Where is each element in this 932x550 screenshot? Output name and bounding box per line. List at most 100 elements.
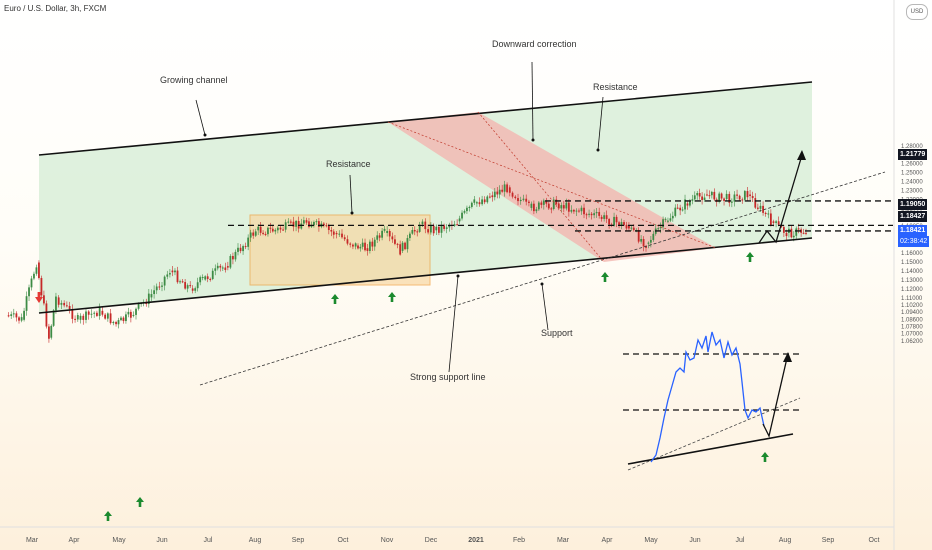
candle	[262, 232, 264, 234]
candle	[38, 262, 40, 279]
candle	[483, 199, 486, 203]
candle	[179, 281, 181, 283]
candle	[797, 228, 800, 230]
candle	[671, 215, 674, 219]
candle	[186, 285, 189, 289]
x-tick-label: May	[644, 537, 658, 544]
candle	[150, 294, 153, 298]
candle	[438, 226, 440, 233]
candle	[657, 228, 660, 230]
x-tick-label: Feb	[513, 537, 525, 544]
candle	[201, 277, 204, 279]
candle	[777, 221, 780, 225]
candle	[194, 288, 197, 291]
candle	[282, 229, 284, 231]
candle	[117, 320, 120, 325]
candle	[456, 224, 459, 226]
candle	[413, 230, 416, 232]
annotation-pointer-tip	[456, 274, 460, 278]
candle	[364, 242, 366, 251]
candle	[545, 200, 548, 204]
candle	[242, 246, 244, 252]
candle	[728, 193, 731, 203]
annotation-pointer-tip	[596, 148, 600, 152]
y-tick-label: 1.26000	[901, 162, 923, 168]
candle	[496, 191, 499, 195]
candle	[679, 207, 682, 211]
candle	[613, 216, 615, 226]
candle	[74, 318, 76, 320]
candle	[369, 241, 371, 251]
candle	[802, 232, 805, 234]
inset-projection-arrowhead	[783, 352, 792, 362]
candle	[713, 191, 716, 200]
candle	[79, 315, 82, 320]
candle	[401, 242, 404, 251]
y-tick-label: 1.08600	[901, 317, 923, 323]
candle	[693, 195, 696, 200]
candle	[511, 192, 514, 197]
candle	[147, 293, 150, 305]
candle	[696, 193, 699, 196]
candle	[357, 245, 359, 249]
candle	[514, 196, 517, 199]
candle	[287, 221, 290, 223]
candle	[335, 232, 338, 235]
candle	[65, 305, 68, 307]
candle	[300, 223, 303, 229]
candle	[189, 285, 192, 287]
candle	[214, 268, 217, 271]
x-tick-label: Sep	[292, 537, 305, 544]
candle	[585, 214, 588, 216]
candle	[112, 321, 115, 324]
candle	[733, 194, 736, 202]
candle	[769, 213, 772, 226]
candle	[590, 213, 593, 216]
growing-channel-label: Growing channel	[160, 75, 228, 85]
candle	[129, 311, 132, 318]
candle	[409, 233, 411, 239]
candle	[669, 218, 672, 221]
candle	[575, 210, 578, 212]
candle	[76, 315, 79, 320]
candle	[517, 198, 519, 202]
candle	[104, 314, 107, 319]
candle	[427, 229, 429, 233]
candle	[308, 221, 310, 227]
candle	[775, 221, 777, 223]
currency-button[interactable]: USD	[906, 4, 928, 20]
x-tick-label: Oct	[869, 537, 880, 544]
candle	[247, 237, 250, 247]
candle	[394, 239, 396, 244]
y-tick-label: 1.07000	[901, 332, 923, 338]
candle	[530, 203, 533, 208]
candle	[161, 285, 163, 287]
candle	[743, 191, 746, 200]
y-tick-label: 1.14000	[901, 269, 923, 275]
candle	[630, 227, 633, 229]
projection-arrowhead	[797, 150, 806, 160]
candle	[662, 219, 664, 228]
candle	[532, 203, 535, 212]
candle	[254, 231, 257, 236]
candle	[603, 215, 606, 219]
y-tick-label: 1.16000	[901, 251, 923, 257]
candle	[751, 195, 754, 199]
candle	[547, 203, 550, 209]
candle	[429, 225, 432, 233]
candle	[792, 235, 795, 238]
annotation-pointer	[531, 61, 534, 141]
y-tick-label: 1.12000	[901, 287, 923, 293]
candle	[226, 266, 229, 268]
candle	[28, 287, 30, 297]
candle	[232, 255, 234, 260]
candle	[184, 282, 187, 289]
candle	[432, 225, 435, 234]
candle	[349, 243, 352, 245]
y-tick-label: 1.10200	[901, 303, 923, 309]
candle	[718, 193, 721, 202]
candle	[645, 246, 647, 248]
x-tick-label: 2021	[468, 537, 484, 544]
x-tick-label: Dec	[425, 537, 438, 544]
up-arrow-icon	[104, 511, 112, 521]
